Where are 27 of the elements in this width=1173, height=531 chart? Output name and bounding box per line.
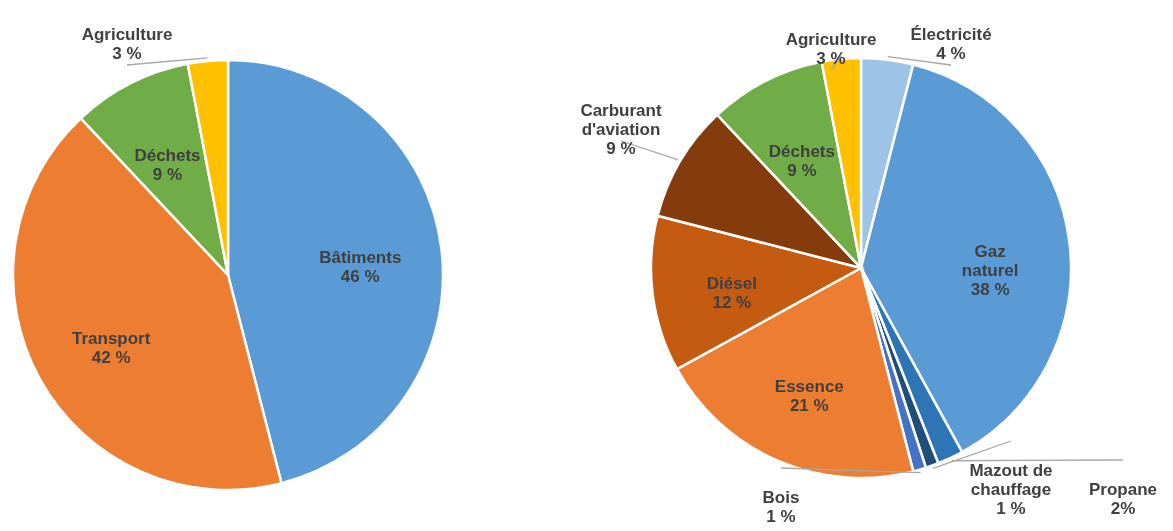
data-label: 21 % (789, 396, 829, 416)
slice-label: Électricité (910, 25, 992, 44)
slice-label: Propane (1088, 480, 1158, 499)
slice-label: Bâtiments (319, 248, 402, 268)
slice-label: Transport (71, 329, 151, 349)
slice-label: Déchets (768, 141, 835, 161)
data-label: 2% (1110, 499, 1136, 518)
slice-label: Déchets (134, 146, 201, 166)
data-label: 46 % (340, 267, 380, 287)
data-label: 12 % (712, 293, 752, 313)
slice-label: Essence (774, 377, 844, 397)
slice-label: Agriculture (785, 30, 877, 49)
data-label: 3 % (112, 44, 142, 63)
slice-label: Gaz naturel (961, 241, 1019, 280)
data-label: 38 % (970, 279, 1010, 299)
slice-label: Mazout de chauffage (969, 461, 1053, 499)
data-label: 4 % (936, 44, 966, 63)
data-label: 1 % (996, 499, 1026, 518)
slice-label: Agriculture (81, 25, 173, 44)
slice-label: Diésel (706, 274, 757, 294)
slice-label: Carburant d'aviation (580, 101, 662, 139)
data-label: 9 % (606, 139, 636, 158)
data-label: 9 % (787, 160, 817, 180)
data-label: 42 % (91, 348, 131, 368)
slice-label: Bois (762, 488, 800, 507)
data-label: 9 % (152, 165, 183, 185)
data-label: 1 % (766, 507, 796, 526)
